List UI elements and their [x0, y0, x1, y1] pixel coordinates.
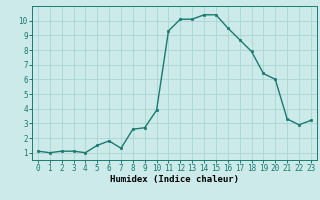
- X-axis label: Humidex (Indice chaleur): Humidex (Indice chaleur): [110, 175, 239, 184]
